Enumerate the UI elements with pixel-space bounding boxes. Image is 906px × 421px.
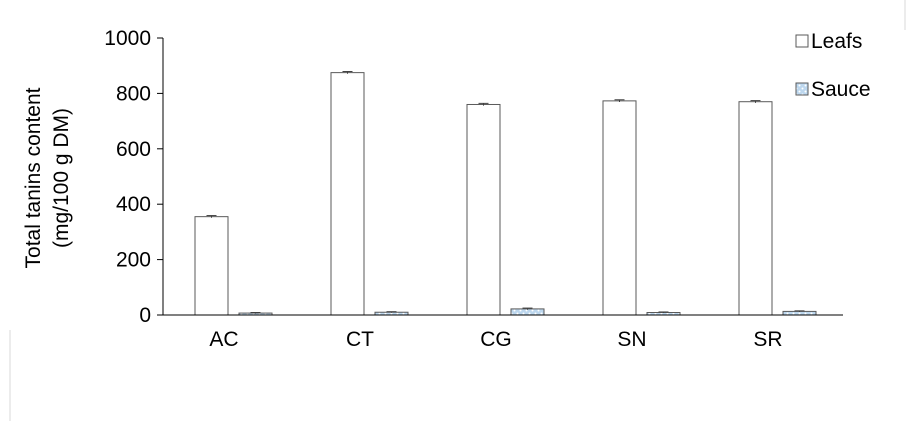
y-tick-label: 400 [116,193,151,216]
legend-label-sauce: Sauce [811,78,871,101]
y-tick-label: 800 [116,82,151,105]
bar-leafs-sr [738,101,773,316]
y-tick-label: 200 [116,249,151,272]
x-category-label: AC [209,328,238,351]
y-tick-label: 1000 [104,27,151,50]
bar-leafs-cg [466,103,501,316]
y-axis-title: Total tanins content (mg/100 g DM) [22,87,73,268]
y-axis-title-line-2: (mg/100 g DM) [50,108,73,248]
bar-leafs-ct [330,72,365,316]
bar-leafs-sn [602,100,637,316]
bars-group [194,71,817,316]
y-axis: 0 200 400 600 800 1000 [104,27,163,327]
legend-label-leafs: Leafs [811,30,862,53]
legend-swatch-leafs [795,34,809,48]
y-axis-title-line-1: Total tanins content [22,87,45,268]
x-axis-labels: AC CT CG SN SR [209,328,782,351]
bar-leafs-ac [194,216,229,316]
x-category-label: CG [480,328,512,351]
x-category-label: CT [346,328,374,351]
y-tick-label: 600 [116,138,151,161]
legend-swatch-sauce [795,82,809,96]
x-category-label: SN [617,328,646,351]
legend: Leafs Sauce [795,30,871,101]
x-category-label: SR [753,328,782,351]
axes [162,38,843,316]
y-tick-label: 0 [139,304,151,327]
bar-sauce-cg [510,308,545,316]
